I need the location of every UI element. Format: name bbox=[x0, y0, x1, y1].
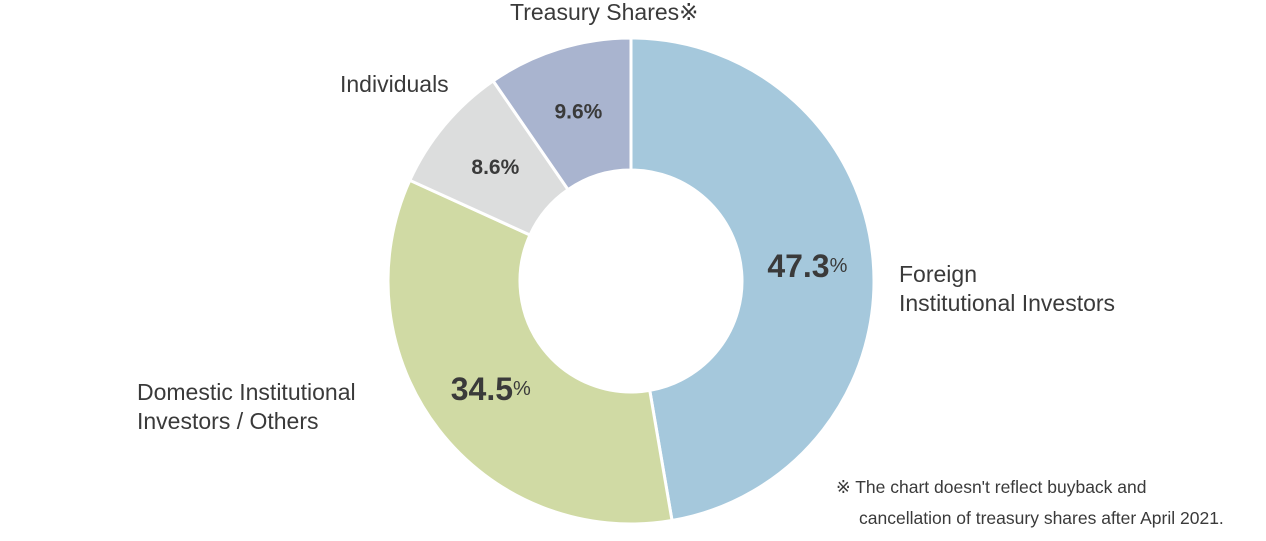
label-treasury-shares: Treasury Shares※ bbox=[510, 0, 699, 25]
footnote-line-2: cancellation of treasury shares after Ap… bbox=[859, 508, 1224, 528]
slice-treasury-shares bbox=[491, 36, 633, 192]
pct-label-treasury-shares: 9.6% bbox=[554, 100, 602, 123]
donut-slices bbox=[386, 36, 876, 526]
label-individuals: Individuals bbox=[340, 71, 449, 97]
footnote-line-1: ※ The chart doesn't reflect buyback and bbox=[836, 477, 1147, 497]
slice-domestic-institutional-investors-others bbox=[386, 178, 674, 526]
label-foreign-institutional-investors: Foreign Institutional Investors bbox=[899, 261, 1116, 316]
chart-footnote: ※ The chart doesn't reflect buyback and … bbox=[836, 472, 1224, 534]
pct-label-individuals: 8.6% bbox=[471, 156, 519, 179]
slice-foreign-institutional-investors bbox=[629, 36, 876, 523]
pct-label-foreign-institutional-investors: 47.3% bbox=[767, 248, 847, 284]
pct-label-domestic-institutional-investors-others: 34.5% bbox=[451, 371, 531, 407]
label-domestic-institutional-investors: Domestic Institutional Investors / Other… bbox=[137, 379, 356, 434]
percentage-labels: 47.3% 34.5% 8.6% 9.6% bbox=[451, 100, 848, 407]
